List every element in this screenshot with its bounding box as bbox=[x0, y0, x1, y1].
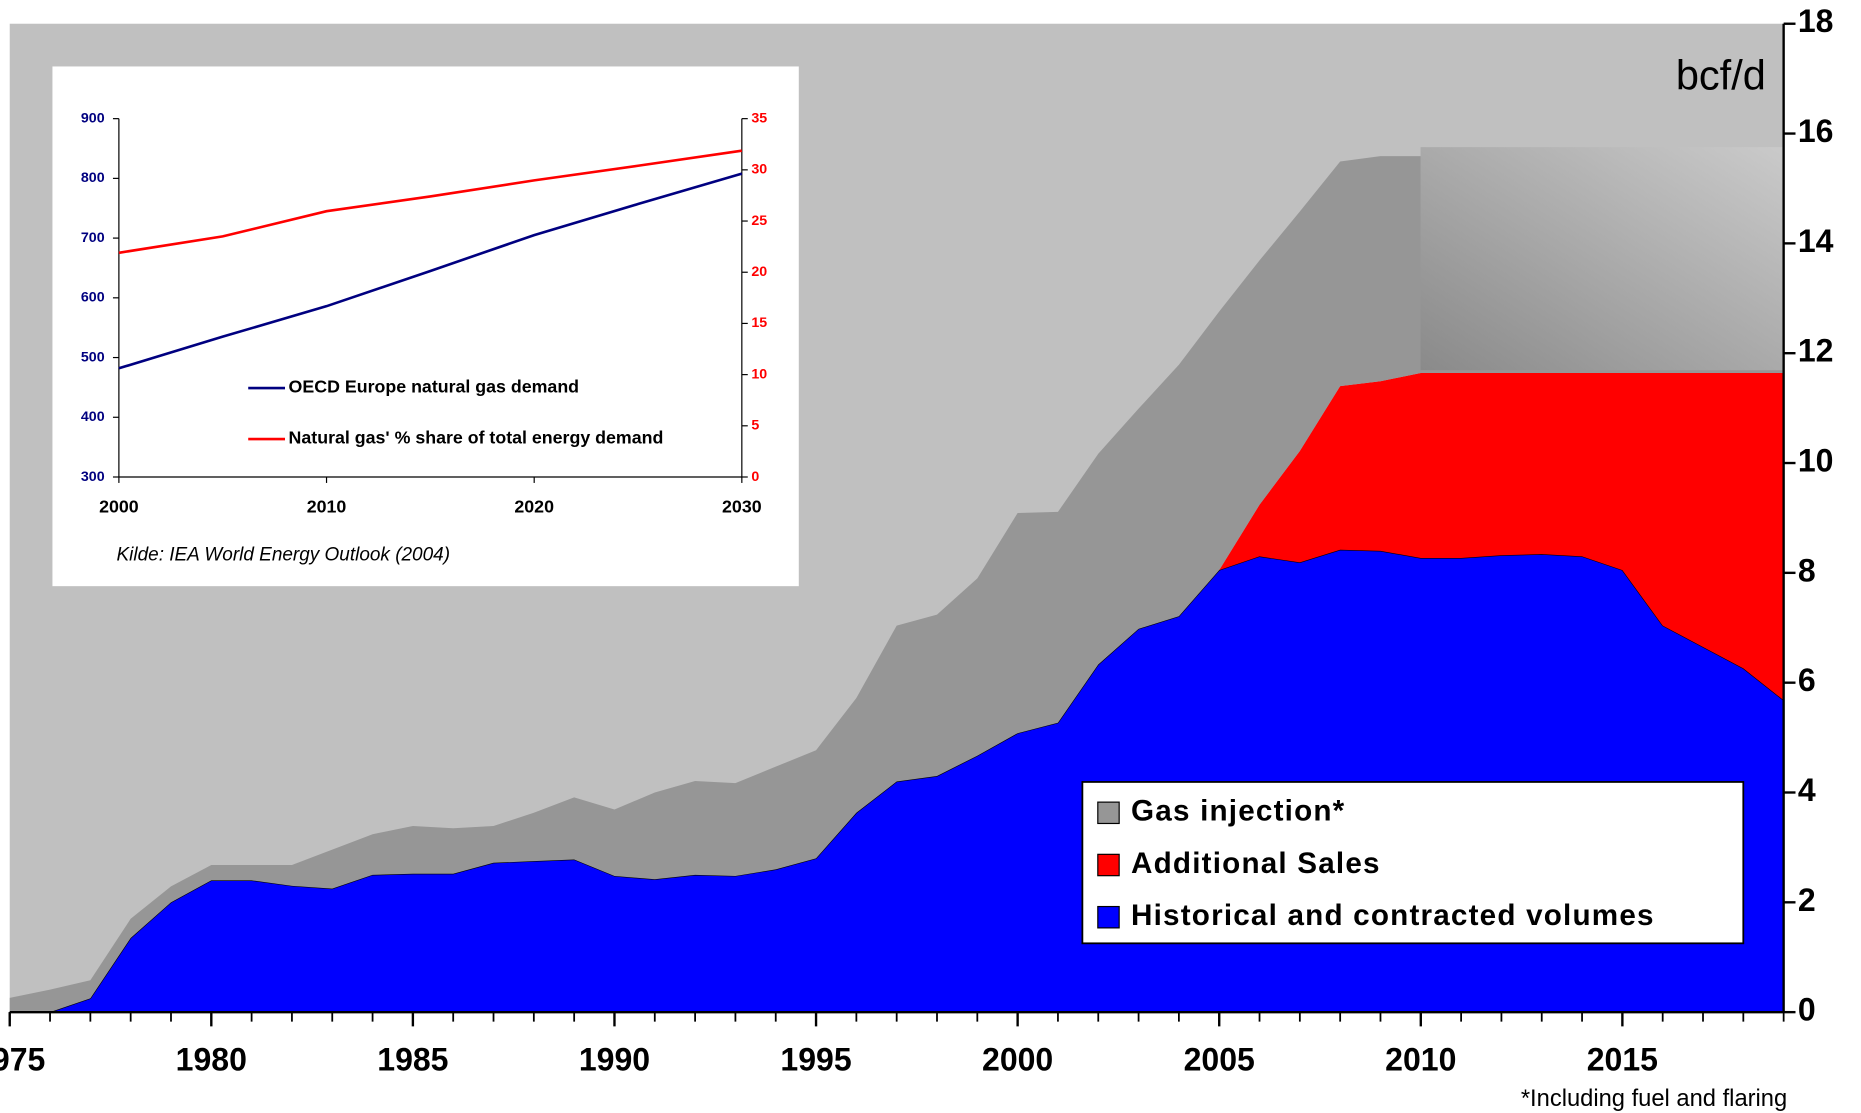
line bbox=[118, 172, 743, 370]
y-tick-label: 10 bbox=[1798, 442, 1834, 478]
y2-tick-label: 10 bbox=[751, 366, 767, 382]
y-tick-label: 14 bbox=[1798, 223, 1834, 259]
source: Kilde: IEA World Energy Outlook (2004) bbox=[117, 544, 451, 565]
inset-background bbox=[52, 66, 799, 587]
legend-box bbox=[1081, 781, 1745, 945]
y-tick-label: 800 bbox=[81, 170, 105, 186]
y2-tick-label: 30 bbox=[751, 162, 767, 178]
y2-tick-label: 25 bbox=[751, 213, 767, 229]
y-tick-label: 18 bbox=[1798, 3, 1834, 39]
y-tick-label: 16 bbox=[1798, 113, 1834, 149]
y2-tick-label: 35 bbox=[751, 110, 767, 126]
x-tick-label: 1980 bbox=[176, 1041, 247, 1077]
line bbox=[118, 149, 743, 255]
y2-tick-label: 0 bbox=[751, 469, 759, 485]
x-tick-label: 2005 bbox=[1184, 1041, 1255, 1077]
y-tick-label: 900 bbox=[81, 110, 105, 126]
legend-swatch bbox=[1097, 905, 1120, 929]
legend-label: OECD Europe natural gas demand bbox=[289, 377, 579, 397]
y-tick-label: 700 bbox=[81, 230, 105, 246]
x-tick-label: 2000 bbox=[982, 1041, 1053, 1077]
x-tick-label: 1995 bbox=[780, 1041, 851, 1077]
y-tick-label: 400 bbox=[81, 409, 105, 425]
y-tick-label: 0 bbox=[1798, 992, 1816, 1028]
x-tick-label: 2020 bbox=[514, 497, 554, 517]
x-tick-label: 1985 bbox=[377, 1041, 448, 1077]
legend-label: Natural gas' % share of total energy dem… bbox=[289, 428, 664, 448]
x-tick-label: 2010 bbox=[307, 497, 347, 517]
legend-label: Additional Sales bbox=[1131, 847, 1381, 880]
x-tick-label: 1975 bbox=[0, 1041, 45, 1077]
y-tick-label: 600 bbox=[81, 290, 105, 306]
y-tick-label: 4 bbox=[1798, 772, 1816, 808]
legend-label: Gas injection* bbox=[1131, 795, 1345, 828]
area bbox=[9, 372, 1784, 1013]
y-tick-label: 12 bbox=[1798, 333, 1834, 369]
y-tick-label: 6 bbox=[1798, 662, 1816, 698]
area bbox=[9, 156, 1784, 1013]
y2-tick-label: 15 bbox=[751, 315, 767, 331]
unit-label: bcf/d bbox=[1676, 51, 1766, 98]
footnote: *Including fuel and flaring bbox=[1521, 1086, 1787, 1112]
x-tick-label: 2015 bbox=[1587, 1041, 1658, 1077]
y-tick-label: 300 bbox=[81, 469, 105, 485]
legend-label: Historical and contracted volumes bbox=[1131, 899, 1655, 932]
obscured-box bbox=[1420, 147, 1784, 371]
x-tick-label: 1990 bbox=[579, 1041, 650, 1077]
y-tick-label: 2 bbox=[1798, 882, 1816, 918]
y2-tick-label: 20 bbox=[751, 264, 767, 280]
y-tick-label: 8 bbox=[1798, 552, 1816, 588]
legend-swatch bbox=[1097, 853, 1120, 877]
y2-tick-label: 5 bbox=[751, 418, 759, 434]
legend-swatch bbox=[1097, 801, 1120, 825]
x-tick-label: 2030 bbox=[722, 497, 762, 517]
y-tick-label: 500 bbox=[81, 349, 105, 365]
x-tick-label: 2010 bbox=[1385, 1041, 1456, 1077]
x-tick-label: 2000 bbox=[99, 497, 139, 517]
